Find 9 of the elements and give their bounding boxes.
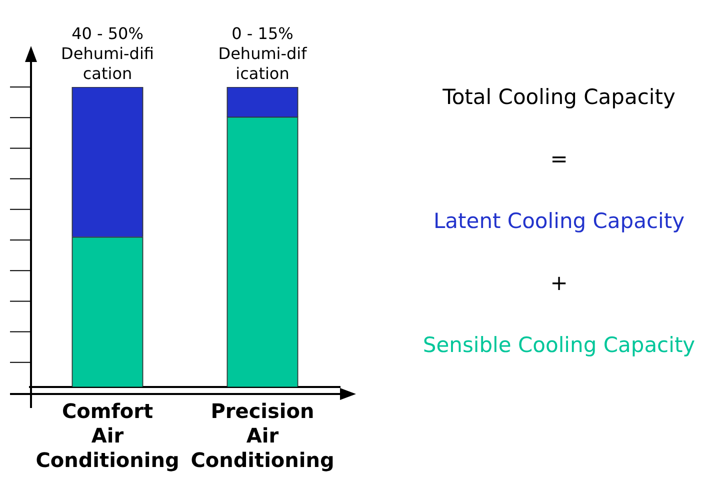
text: Latent Cooling Capacity (432, 208, 686, 235)
text: 40 - 50% Dehumi-difi cation (61, 24, 154, 83)
text: Total Cooling Capacity (442, 84, 676, 111)
x-tick-label: Comfort Air Conditioning (36, 399, 180, 472)
text: 0 - 15% Dehumi-dif ication (218, 24, 308, 83)
text: Sensible Cooling Capacity (422, 332, 696, 359)
x-tick-label: Precision Air Conditioning (190, 399, 334, 472)
text: + (549, 270, 569, 297)
text: = (549, 146, 569, 173)
